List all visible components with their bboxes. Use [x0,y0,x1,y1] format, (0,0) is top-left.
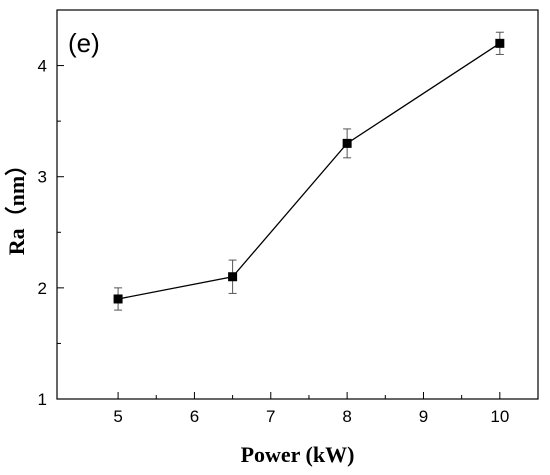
data-point [495,38,505,48]
x-tick-label: 9 [419,407,428,426]
data-point [113,294,123,304]
x-axis-title: Power (kW) [241,442,355,467]
y-tick-label: 3 [38,168,47,187]
x-tick-label: 5 [113,407,122,426]
x-tick-label: 6 [190,407,199,426]
y-tick-label: 2 [38,279,47,298]
y-tick-label: 4 [38,57,47,76]
y-tick-label: 1 [38,390,47,409]
x-tick-label: 8 [342,407,351,426]
data-point [228,272,238,282]
series-line [117,42,501,300]
x-tick-label: 7 [266,407,275,426]
data-series [113,31,505,311]
ticks: 5 6 7 8 9 10 1 2 3 4 [38,57,510,426]
axes [56,9,539,400]
x-tick-label: 10 [490,407,509,426]
panel-label: (e) [68,28,100,58]
plot-frame [56,9,539,400]
y-axis-title: Ra（nm） [4,154,29,255]
data-point [342,138,352,148]
